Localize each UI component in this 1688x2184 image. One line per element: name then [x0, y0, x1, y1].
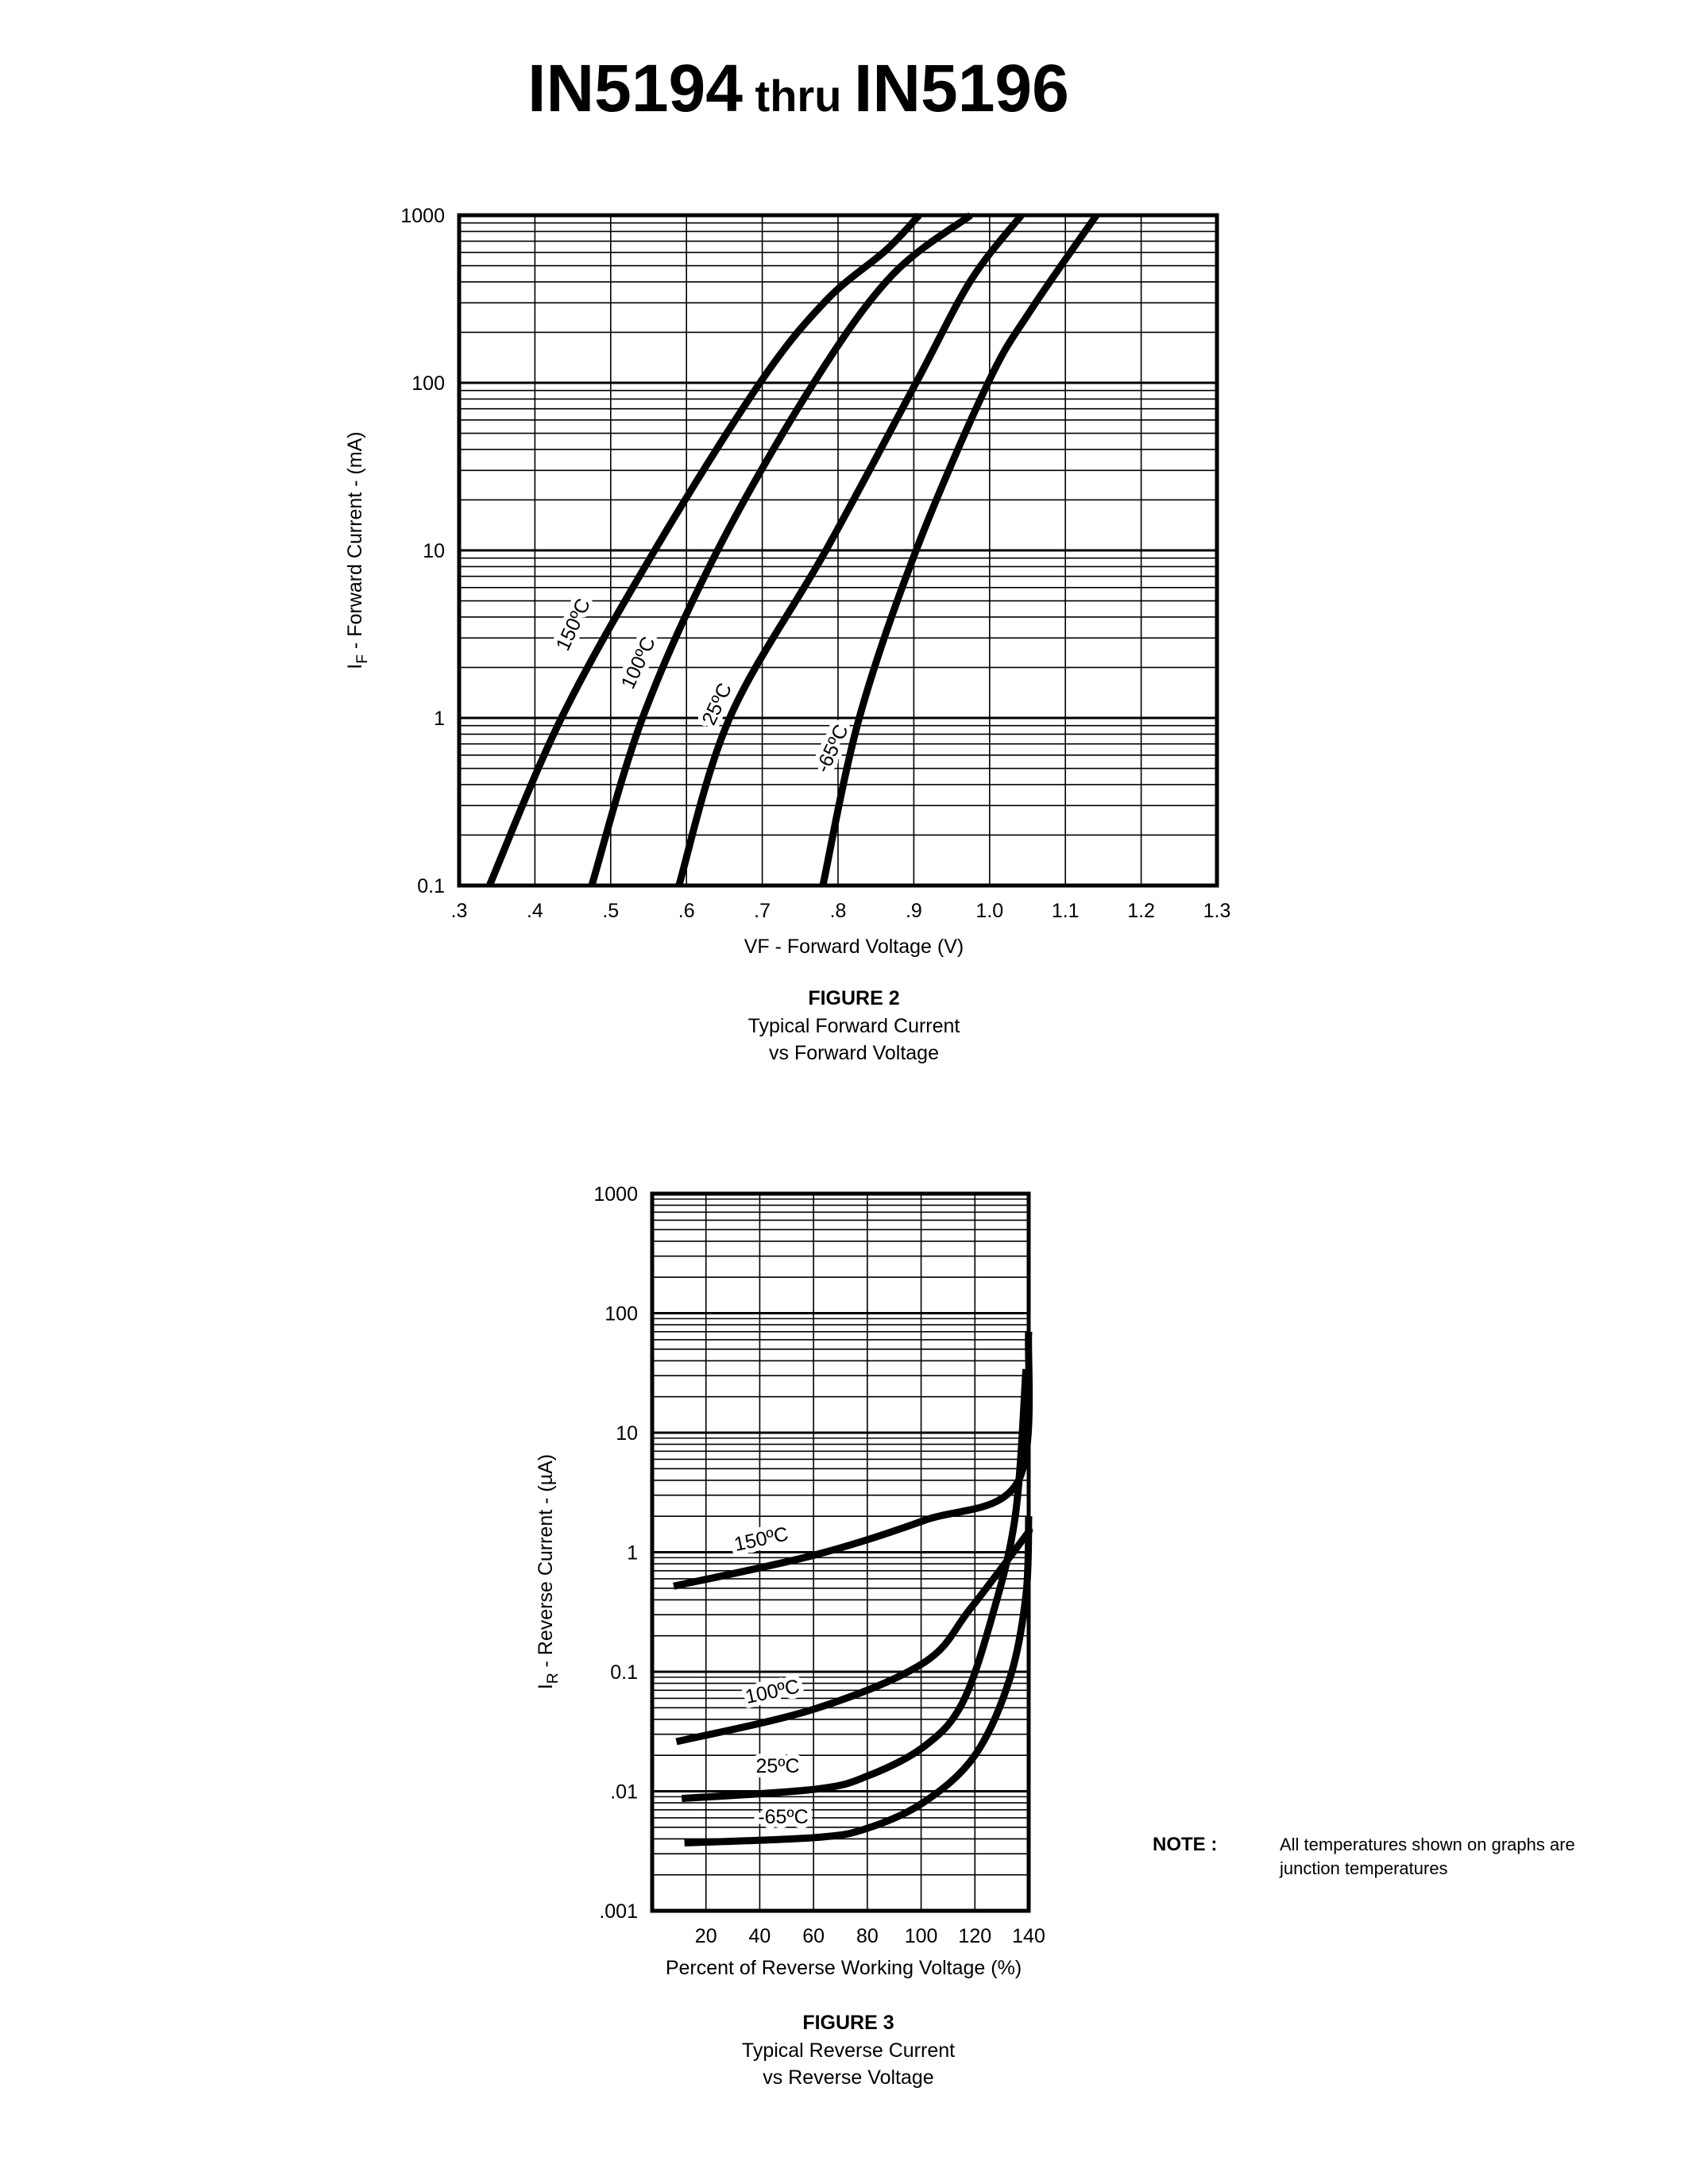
x-tick-label: 20 [695, 1925, 717, 1947]
y-label-rest: - Reverse Current - (µA) [535, 1454, 557, 1673]
y-axis-label: IR - Reverse Current - (µA) [535, 1454, 562, 1689]
plot-frame [457, 213, 1219, 888]
y-label-main: I [535, 1684, 557, 1689]
y-tick-label: 0.1 [417, 875, 445, 897]
y-tick-label: 100 [605, 1303, 638, 1325]
x-tick-label: 80 [856, 1925, 879, 1947]
figure-2-curves [486, 212, 1100, 887]
x-tick-label: .7 [754, 900, 771, 922]
y-label-rest: - Forward Current - (mA) [344, 431, 366, 654]
curve-label-150c: 150ºC [552, 595, 595, 654]
y-label-main: I [344, 664, 366, 669]
figure-caption-line2: vs Reverse Voltage [763, 2066, 933, 2089]
x-tick-label: 1.1 [1052, 900, 1080, 922]
figure-3-grid [650, 1191, 1031, 1913]
series-line-25C [681, 1368, 1030, 1803]
x-tick-label: 1.3 [1203, 900, 1231, 922]
curve-label-100c: 100ºC [744, 1675, 802, 1708]
figure-2-ticks: .3 .4 .5 .6 .7 .8 .9 1.0 1.1 1.2 1.3 0.1 1 10 100 1000 [400, 205, 1230, 922]
figure-label: FIGURE 2 [808, 987, 899, 1009]
series-line--65C [819, 213, 1100, 886]
figure-caption-line1: Typical Reverse Current [742, 2039, 955, 2062]
curve-label-150c: 150ºC [732, 1522, 790, 1556]
y-axis-label: IF - Forward Current - (mA) [344, 431, 371, 669]
y-tick-label: 10 [423, 540, 445, 562]
series-line-100C [675, 1526, 1033, 1746]
curve-label-minus65c: -65ºC [758, 1806, 808, 1828]
figure-caption-line2: vs Forward Voltage [769, 1042, 939, 1064]
x-tick-label: .6 [678, 900, 695, 922]
title-part-b: IN5196 [854, 51, 1069, 125]
series-line-25C [675, 213, 1025, 887]
x-tick-label: 1.2 [1127, 900, 1155, 922]
figure-caption-line1: Typical Forward Current [748, 1015, 960, 1037]
x-tick-label: 140 [1012, 1925, 1045, 1947]
series-line-150C [673, 1331, 1033, 1590]
y-label-sub: F [354, 654, 371, 664]
figure-3-chart: 20 40 60 80 100 120 140 .001 .01 0.1 1 10 100 1000 15… [535, 1183, 1045, 2089]
y-tick-label: 100 [411, 372, 445, 395]
x-tick-label: 1.0 [975, 900, 1003, 922]
y-tick-label: 1 [627, 1542, 638, 1565]
y-tick-label: .001 [599, 1900, 638, 1923]
note-label: NOTE : [1153, 1834, 1217, 1855]
series-line-100C [588, 212, 973, 887]
figure-3-ticks: 20 40 60 80 100 120 140 .001 .01 0.1 1 10 100 1000 [593, 1183, 1045, 1947]
x-tick-label: 60 [802, 1925, 825, 1947]
y-tick-label: 10 [616, 1422, 638, 1445]
x-axis-label: Percent of Reverse Working Voltage (%) [666, 1957, 1022, 1979]
figure-2-grid [457, 213, 1219, 888]
x-tick-label: 100 [905, 1925, 938, 1947]
title-thru: thru [743, 71, 854, 121]
x-tick-label: .8 [830, 900, 847, 922]
x-tick-label: .5 [602, 900, 619, 922]
y-tick-label: 0.1 [610, 1661, 638, 1684]
x-tick-label: .4 [527, 900, 543, 922]
y-tick-label: .01 [610, 1781, 638, 1804]
y-tick-label: 1 [434, 708, 445, 730]
y-tick-label: 1000 [400, 205, 445, 227]
y-tick-label: 1000 [593, 1183, 638, 1206]
x-tick-label: .3 [451, 900, 468, 922]
series-line-150C [486, 212, 922, 887]
y-label-sub: R [545, 1673, 562, 1684]
note-line1: All temperatures shown on graphs are [1280, 1835, 1575, 1854]
figure-2-chart: .3.4.5.6.7.8.9 1.0 1.1 1.2 1.30.11101001000 … [344, 205, 1230, 1064]
x-tick-label: 40 [749, 1925, 771, 1947]
x-axis-label: VF - Forward Voltage (V) [744, 936, 964, 958]
x-tick-label: 120 [958, 1925, 991, 1947]
figure-3-curves [673, 1331, 1033, 1846]
note-line2: junction temperatures [1279, 1858, 1448, 1878]
figure-label: FIGURE 3 [802, 2012, 894, 2034]
title-part-a: IN5194 [527, 51, 743, 125]
x-tick-label: .9 [906, 900, 922, 922]
series-line--65C [684, 1516, 1033, 1846]
page-title: IN5194 thru IN5196 [527, 51, 1069, 125]
curve-label-25c: 25ºC [756, 1755, 800, 1777]
